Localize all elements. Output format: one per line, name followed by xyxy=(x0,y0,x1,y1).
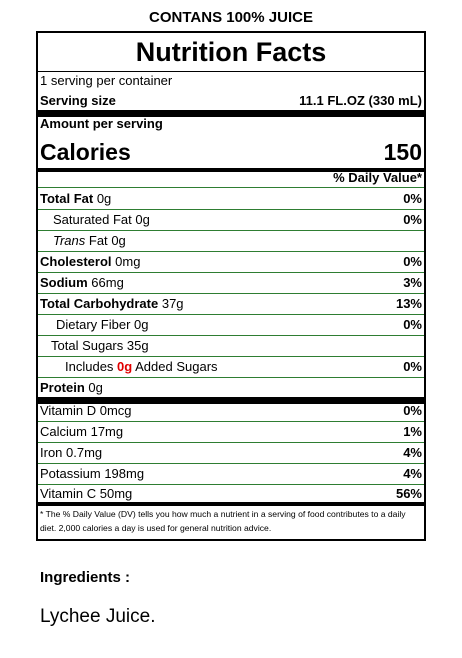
vitamin-dv: 0% xyxy=(403,403,422,418)
nutrient-dv: 0% xyxy=(403,254,422,269)
vitamin-name: Vitamin D xyxy=(40,403,97,418)
divider xyxy=(38,484,424,485)
vitamin-amount: 0mcg xyxy=(99,403,132,418)
nutrient-name: Total Fat xyxy=(40,191,94,206)
vitamin-amount: 50mg xyxy=(99,486,133,501)
nutrient-row-saturated-fat: Saturated Fat 0g 0% xyxy=(40,211,422,229)
vitamin-row: Vitamin C 50mg 56% xyxy=(40,485,422,503)
nutrient-row-cholesterol: Cholesterol 0mg 0% xyxy=(40,253,422,271)
serving-size-row: Serving size 11.1 FL.OZ (330 mL) xyxy=(40,92,422,110)
vitamin-row: Potassium 198mg 4% xyxy=(40,465,422,483)
divider xyxy=(38,293,424,294)
vitamin-row: Calcium 17mg 1% xyxy=(40,423,422,441)
ingredients-value: Lychee Juice. xyxy=(40,606,156,627)
nutrient-dv: 0% xyxy=(403,359,422,374)
nutrient-name: Cholesterol xyxy=(40,254,112,269)
nutrient-amount: 0g xyxy=(111,233,126,248)
nutrient-dv: 0% xyxy=(403,317,422,332)
nutrient-row-sodium: Sodium 66mg 3% xyxy=(40,274,422,292)
nutrient-amount: 0g xyxy=(96,191,112,206)
vitamin-amount: 0.7mg xyxy=(66,445,103,460)
nutrient-row-protein: Protein 0g xyxy=(40,379,422,397)
thick-divider xyxy=(38,397,424,404)
vitamin-dv: 56% xyxy=(395,486,422,501)
medium-divider xyxy=(38,502,424,506)
nutrition-facts-panel: Nutrition Facts 1 serving per container … xyxy=(36,31,426,541)
product-header: CONTANS 100% JUICE xyxy=(149,9,313,26)
calories-row: Calories 150 xyxy=(40,137,422,167)
nutrient-name-italic: Trans xyxy=(53,233,86,248)
calories-value: 150 xyxy=(383,139,422,165)
nutrient-row-dietary-fiber: Dietary Fiber 0g 0% xyxy=(40,316,422,334)
nutrient-dv: 3% xyxy=(403,275,422,290)
vitamin-name: Potassium xyxy=(40,466,101,481)
divider xyxy=(38,356,424,357)
nutrient-row-added-sugars: Includes 0g Added Sugars 0% xyxy=(40,358,422,376)
vitamin-amount: 198mg xyxy=(104,466,145,481)
divider xyxy=(38,463,424,464)
vitamin-row: Vitamin D 0mcg 0% xyxy=(40,402,422,420)
divider xyxy=(38,421,424,422)
nutrient-amount: 37g xyxy=(161,296,184,311)
nutrient-amount: 66mg xyxy=(91,275,124,290)
servings-row: 1 serving per container xyxy=(40,72,422,90)
nutrient-name: Dietary Fiber xyxy=(56,317,131,332)
ingredients-label: Ingredients : xyxy=(40,569,131,586)
divider xyxy=(38,71,424,72)
divider xyxy=(38,442,424,443)
nutrient-amount: 0mg xyxy=(115,254,141,269)
vitamin-row: Iron 0.7mg 4% xyxy=(40,444,422,462)
added-sugars-suffix: Added Sugars xyxy=(135,359,218,374)
divider xyxy=(38,230,424,231)
nutrient-row-total-fat: Total Fat 0g 0% xyxy=(40,190,422,208)
daily-value-header: % Daily Value* xyxy=(333,170,422,185)
divider xyxy=(38,272,424,273)
calories-label: Calories xyxy=(40,139,131,165)
vitamin-name: Vitamin C xyxy=(40,486,97,501)
vitamin-amount: 17mg xyxy=(90,424,124,439)
thick-divider xyxy=(38,110,424,117)
daily-value-footnote: * The % Daily Value (DV) tells you how m… xyxy=(40,509,406,533)
divider xyxy=(38,335,424,336)
divider xyxy=(38,187,424,188)
divider xyxy=(38,209,424,210)
nutrient-name: Total Carbohydrate xyxy=(40,296,159,311)
nutrient-dv: 13% xyxy=(395,296,422,311)
divider xyxy=(38,314,424,315)
added-sugars-prefix: Includes xyxy=(65,359,114,374)
nutrient-amount: 35g xyxy=(126,338,149,353)
amount-per-serving: Amount per serving xyxy=(40,116,163,131)
serving-size-label: Serving size xyxy=(40,93,116,108)
nutrient-amount: 0g xyxy=(134,317,149,332)
dv-header-row: % Daily Value* xyxy=(40,169,422,187)
serving-size-value: 11.1 FL.OZ (330 mL) xyxy=(299,93,422,108)
nutrient-name: Total Sugars xyxy=(51,338,124,353)
nutrient-amount: 0g xyxy=(88,380,103,395)
nutrient-dv: 0% xyxy=(403,191,422,206)
divider xyxy=(38,251,424,252)
vitamin-dv: 1% xyxy=(403,424,422,439)
vitamin-dv: 4% xyxy=(403,445,422,460)
servings-per-container: 1 serving per container xyxy=(40,73,173,88)
nutrient-amount: 0g xyxy=(135,212,150,227)
added-sugars-amount: 0g xyxy=(117,359,133,374)
vitamin-name: Iron xyxy=(40,445,63,460)
amount-per-serving-row: Amount per serving xyxy=(40,115,422,133)
nutrient-name: Fat xyxy=(88,233,108,248)
nutrient-dv: 0% xyxy=(403,212,422,227)
nutrient-row-trans-fat: Trans Fat 0g xyxy=(40,232,422,250)
vitamin-name: Calcium xyxy=(40,424,87,439)
nutrient-row-total-carbohydrate: Total Carbohydrate 37g 13% xyxy=(40,295,422,313)
nutrient-row-total-sugars: Total Sugars 35g xyxy=(40,337,422,355)
nutrient-name: Sodium xyxy=(40,275,88,290)
nutrition-facts-title: Nutrition Facts xyxy=(135,37,327,67)
nutrient-name: Protein xyxy=(40,380,85,395)
divider xyxy=(38,377,424,378)
vitamin-dv: 4% xyxy=(403,466,422,481)
medium-divider xyxy=(38,168,424,172)
nutrient-name: Saturated Fat xyxy=(53,212,132,227)
